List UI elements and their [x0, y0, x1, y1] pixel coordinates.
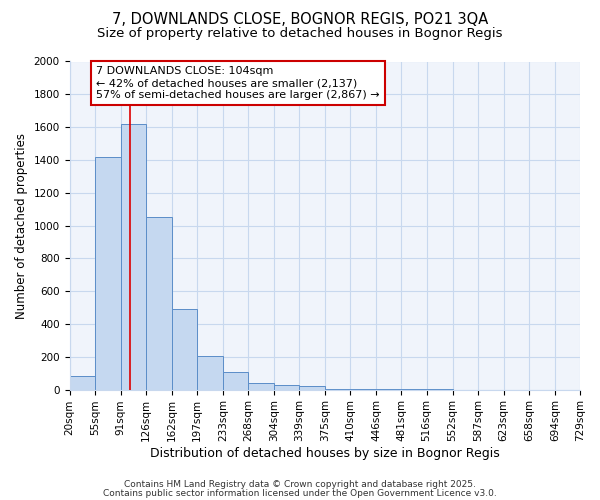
Text: Size of property relative to detached houses in Bognor Regis: Size of property relative to detached ho… — [97, 28, 503, 40]
Text: 7 DOWNLANDS CLOSE: 104sqm
← 42% of detached houses are smaller (2,137)
57% of se: 7 DOWNLANDS CLOSE: 104sqm ← 42% of detac… — [96, 66, 380, 100]
Y-axis label: Number of detached properties: Number of detached properties — [15, 132, 28, 318]
Bar — [248, 383, 274, 390]
Bar — [121, 124, 146, 390]
Bar — [325, 389, 350, 390]
Bar — [146, 218, 172, 390]
Text: 7, DOWNLANDS CLOSE, BOGNOR REGIS, PO21 3QA: 7, DOWNLANDS CLOSE, BOGNOR REGIS, PO21 3… — [112, 12, 488, 28]
Bar — [299, 386, 325, 390]
Bar — [274, 384, 299, 390]
Bar — [172, 309, 197, 390]
Bar — [223, 372, 248, 390]
Bar — [95, 156, 121, 390]
Text: Contains HM Land Registry data © Crown copyright and database right 2025.: Contains HM Land Registry data © Crown c… — [124, 480, 476, 489]
X-axis label: Distribution of detached houses by size in Bognor Regis: Distribution of detached houses by size … — [150, 447, 500, 460]
Text: Contains public sector information licensed under the Open Government Licence v3: Contains public sector information licen… — [103, 488, 497, 498]
Bar — [197, 356, 223, 390]
Bar — [70, 376, 95, 390]
